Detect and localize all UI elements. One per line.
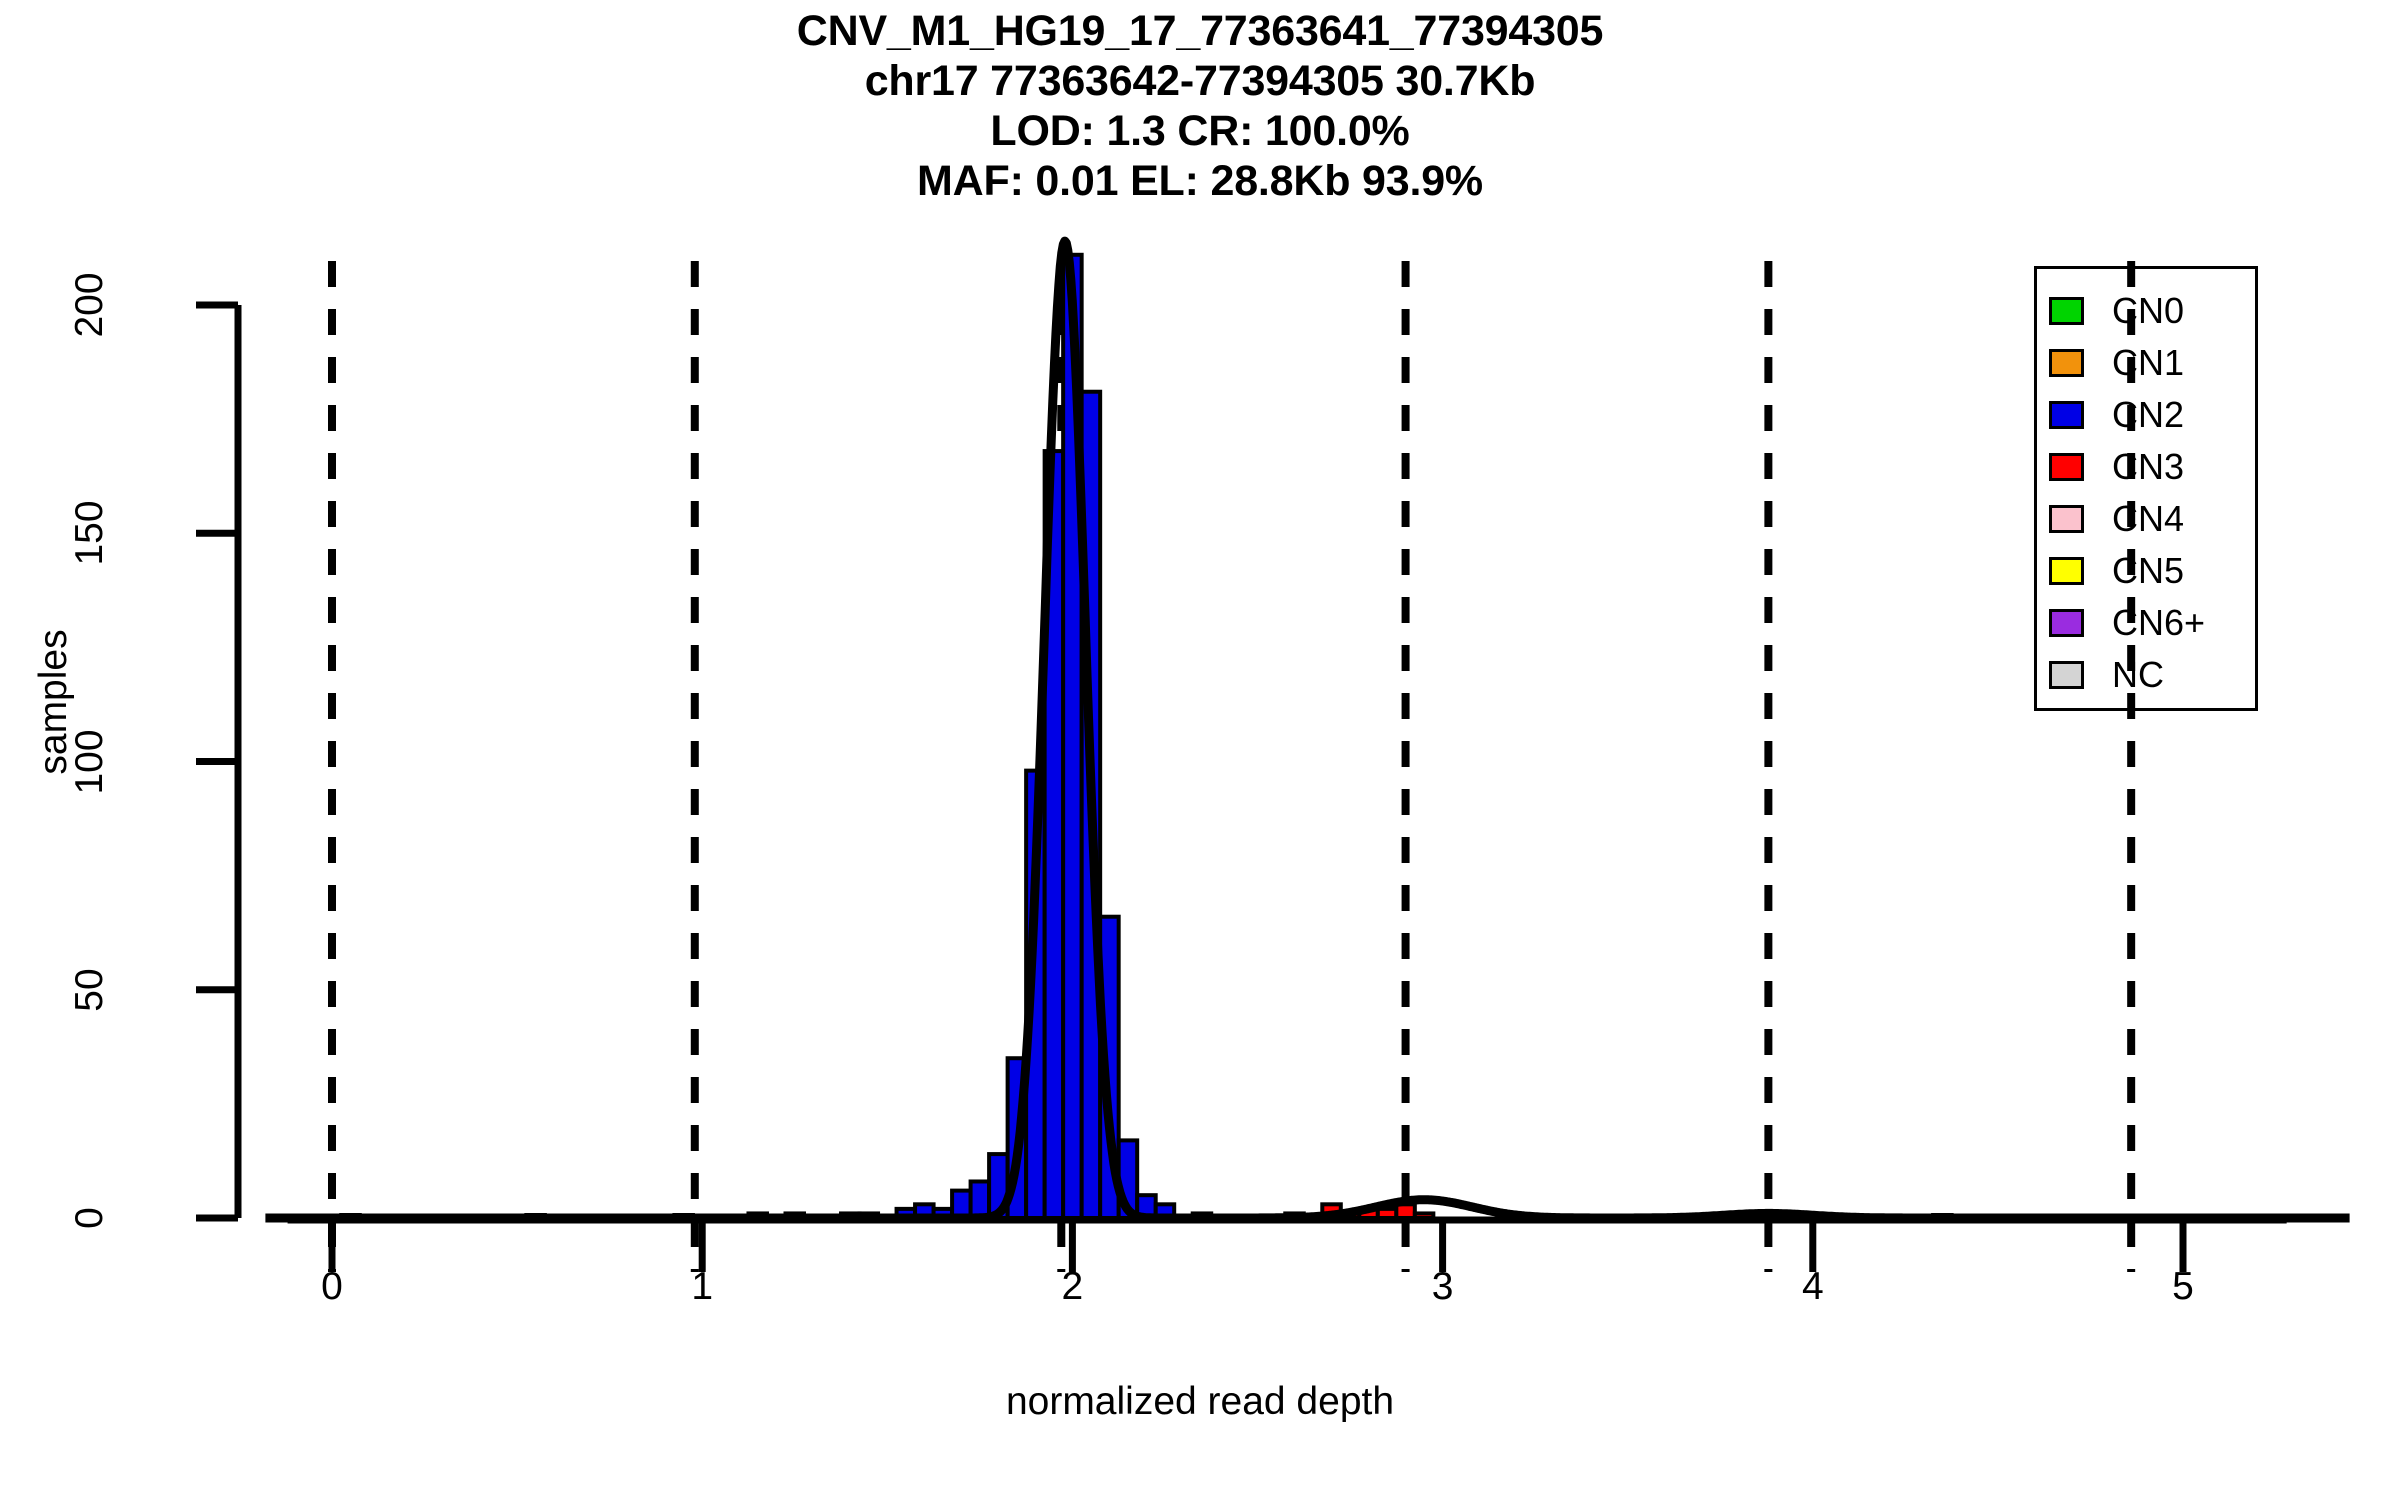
copy-number-boundary-lines [328,261,2136,1272]
legend-item-cn6plus[interactable]: CN6+ [2049,597,2205,649]
title-line-3: LOD: 1.3 CR: 100.0% [990,107,1410,155]
legend-item-cn5[interactable]: CN5 [2049,545,2184,597]
chart-title: CNV_M1_HG19_17_77363641_77394305 chr17 7… [0,6,2400,206]
legend-label: CN6+ [2112,602,2206,643]
y-tick-label-2: 100 [68,728,111,795]
x-tick-label-1: 1 [691,1265,714,1308]
histogram-bar [968,1179,992,1220]
copy-number-legend: CN0 CN1 CN2 CN3 CN4 CN5 CN6+ NC [2034,266,2258,711]
plot-axes [196,301,2287,1272]
legend-item-cn0[interactable]: CN0 [2049,285,2184,337]
legend-label: CN3 [2112,446,2185,487]
legend-swatch-icon [2049,505,2084,533]
title-line-1: CNV_M1_HG19_17_77363641_77394305 [796,7,1604,55]
legend-swatch-icon [2049,661,2084,689]
y-tick-label-0: 0 [68,1207,111,1229]
title-line-4: MAF: 0.01 EL: 28.8Kb 93.9% [917,157,1483,205]
legend-item-cn3[interactable]: CN3 [2049,441,2184,493]
x-tick-label-0: 0 [321,1265,343,1308]
y-tick-label-3: 150 [68,500,111,566]
x-tick-label-2: 2 [1061,1265,1084,1308]
legend-label: CN2 [2112,394,2185,435]
legend-label: CN4 [2112,498,2185,539]
histogram-bars [339,252,1954,1221]
legend-swatch-icon [2049,557,2084,585]
x-axis-label: normalized read depth [1005,1380,1395,1423]
legend-item-cn2[interactable]: CN2 [2049,389,2184,441]
x-tick-label-5: 5 [2172,1265,2194,1308]
legend-swatch-icon [2049,401,2084,429]
y-tick-label-1: 50 [68,968,111,1012]
legend-item-cn1[interactable]: CN1 [2049,337,2184,389]
legend-item-cn4[interactable]: CN4 [2049,493,2184,545]
legend-swatch-icon [2049,609,2084,637]
legend-swatch-icon [2049,453,2084,481]
y-tick-label-4: 200 [68,272,111,338]
legend-swatch-icon [2049,297,2084,325]
legend-swatch-icon [2049,349,2084,377]
legend-label: NC [2112,654,2164,695]
legend-label: CN5 [2112,550,2185,591]
title-line-2: chr17 77363642-77394305 30.7Kb [864,57,1536,105]
legend-label: CN0 [2112,290,2185,331]
x-tick-label-4: 4 [1801,1265,1824,1308]
x-tick-label-3: 3 [1431,1265,1454,1308]
legend-label: CN1 [2112,342,2185,383]
legend-item-nc[interactable]: NC [2049,649,2164,701]
